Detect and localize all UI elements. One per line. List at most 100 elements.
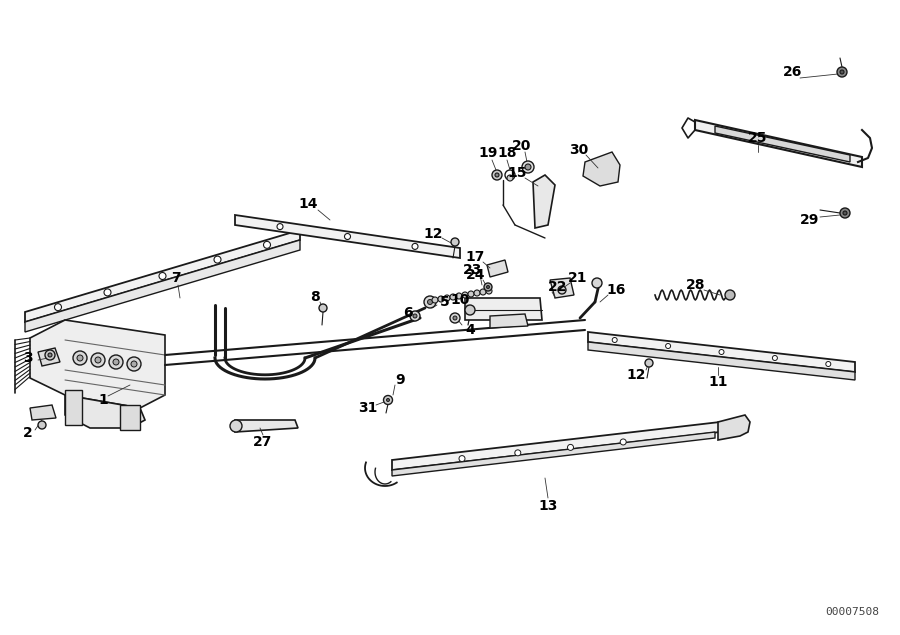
- Circle shape: [410, 311, 420, 321]
- Circle shape: [109, 355, 123, 369]
- Circle shape: [515, 450, 521, 456]
- Circle shape: [592, 278, 602, 288]
- Text: 16: 16: [607, 283, 625, 297]
- Circle shape: [413, 314, 417, 318]
- Text: 12: 12: [626, 368, 646, 382]
- Circle shape: [131, 361, 137, 367]
- Text: 23: 23: [464, 263, 482, 277]
- Circle shape: [492, 170, 502, 180]
- Circle shape: [480, 289, 486, 295]
- Polygon shape: [65, 390, 82, 425]
- Circle shape: [214, 256, 221, 263]
- Text: 26: 26: [783, 65, 803, 79]
- Circle shape: [450, 313, 460, 323]
- Circle shape: [486, 288, 492, 294]
- Text: 24: 24: [466, 268, 486, 282]
- Circle shape: [468, 291, 474, 297]
- Circle shape: [507, 175, 513, 181]
- Circle shape: [612, 337, 617, 342]
- Polygon shape: [120, 405, 140, 430]
- Circle shape: [451, 238, 459, 246]
- Text: 31: 31: [358, 401, 378, 415]
- Polygon shape: [25, 240, 300, 332]
- Text: 28: 28: [686, 278, 706, 292]
- Text: 13: 13: [538, 499, 558, 513]
- Circle shape: [474, 290, 480, 296]
- Circle shape: [45, 350, 55, 360]
- Polygon shape: [715, 126, 850, 162]
- Text: 27: 27: [253, 435, 273, 449]
- Text: 19: 19: [478, 146, 498, 160]
- Circle shape: [127, 357, 141, 371]
- Text: 15: 15: [508, 166, 526, 180]
- Circle shape: [386, 399, 390, 401]
- Circle shape: [38, 421, 46, 429]
- Polygon shape: [533, 175, 555, 228]
- Polygon shape: [25, 230, 300, 322]
- Circle shape: [91, 353, 105, 367]
- Text: 18: 18: [497, 146, 517, 160]
- Circle shape: [77, 355, 83, 361]
- Polygon shape: [588, 332, 855, 372]
- Circle shape: [826, 361, 831, 366]
- Circle shape: [459, 455, 465, 462]
- Text: 8: 8: [310, 290, 320, 304]
- Circle shape: [264, 241, 271, 248]
- Text: 5: 5: [440, 295, 450, 309]
- Circle shape: [230, 420, 242, 432]
- Circle shape: [840, 208, 850, 218]
- Polygon shape: [392, 432, 715, 476]
- Circle shape: [345, 234, 350, 239]
- Circle shape: [113, 359, 119, 365]
- Circle shape: [484, 283, 492, 291]
- Circle shape: [55, 304, 61, 311]
- Text: 11: 11: [708, 375, 728, 389]
- Circle shape: [104, 289, 111, 296]
- Text: 3: 3: [23, 351, 32, 365]
- Text: 9: 9: [395, 373, 405, 387]
- Text: 4: 4: [465, 323, 475, 337]
- Circle shape: [48, 353, 52, 357]
- Polygon shape: [30, 320, 165, 408]
- Circle shape: [465, 305, 475, 315]
- Circle shape: [666, 344, 670, 349]
- Circle shape: [383, 396, 392, 404]
- Polygon shape: [235, 420, 298, 432]
- Text: 14: 14: [298, 197, 318, 211]
- Circle shape: [432, 297, 438, 303]
- Circle shape: [487, 286, 490, 288]
- Circle shape: [725, 290, 735, 300]
- Circle shape: [450, 294, 456, 300]
- Text: 22: 22: [548, 280, 568, 294]
- Circle shape: [772, 356, 778, 361]
- Circle shape: [522, 161, 534, 173]
- Polygon shape: [588, 342, 855, 380]
- Circle shape: [277, 224, 283, 230]
- Circle shape: [456, 293, 462, 299]
- Polygon shape: [30, 405, 56, 420]
- Text: 10: 10: [450, 293, 470, 307]
- Text: 21: 21: [568, 271, 588, 285]
- Text: 17: 17: [465, 250, 485, 264]
- Circle shape: [319, 304, 327, 312]
- Polygon shape: [583, 152, 620, 186]
- Text: 7: 7: [171, 271, 181, 285]
- Circle shape: [568, 444, 573, 450]
- Polygon shape: [235, 215, 460, 258]
- Polygon shape: [490, 314, 528, 328]
- Circle shape: [462, 292, 468, 298]
- Circle shape: [843, 211, 847, 215]
- Circle shape: [840, 70, 844, 74]
- Polygon shape: [38, 348, 60, 366]
- Circle shape: [495, 173, 499, 177]
- Circle shape: [424, 296, 436, 308]
- Text: 12: 12: [423, 227, 443, 241]
- Circle shape: [645, 359, 653, 367]
- Polygon shape: [550, 278, 574, 298]
- Circle shape: [453, 316, 457, 320]
- Polygon shape: [465, 298, 542, 320]
- Polygon shape: [695, 120, 862, 167]
- Circle shape: [525, 164, 531, 170]
- Polygon shape: [392, 422, 720, 470]
- Circle shape: [444, 295, 450, 301]
